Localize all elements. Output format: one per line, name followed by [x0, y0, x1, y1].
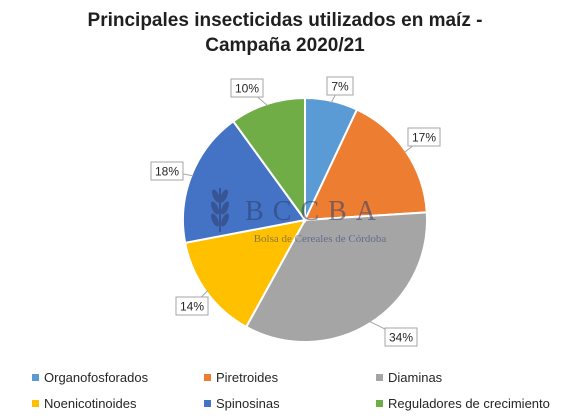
- data-labels: 7% 17% 34% 14% 18% 10%: [150, 76, 441, 347]
- pie-slice-reguladores: [231, 96, 306, 224]
- chart-title: Principales insecticidas utilizados en m…: [0, 8, 570, 58]
- data-label-box: [326, 76, 354, 96]
- wheat-icon: [210, 188, 230, 232]
- data-label: 14%: [180, 300, 204, 314]
- data-label-box: [384, 327, 418, 347]
- data-label: 7%: [331, 80, 349, 94]
- data-label-box: [150, 161, 184, 181]
- data-label-box: [407, 127, 441, 147]
- data-label: 18%: [155, 165, 179, 179]
- chart-title-line-2: Campaña 2020/21: [205, 35, 365, 56]
- data-label: 17%: [412, 131, 436, 145]
- data-label: 34%: [389, 331, 413, 345]
- watermark-logo-text: BCCBA: [245, 196, 385, 227]
- data-label-box: [175, 296, 209, 316]
- watermark-subtitle: Bolsa de Cereales de Córdoba: [254, 233, 387, 245]
- chart-title-line-1: Principales insecticidas utilizados en m…: [87, 10, 483, 31]
- watermark-logo: BCCBA Bolsa de Cereales de Córdoba: [210, 188, 387, 245]
- data-label: 10%: [235, 82, 259, 96]
- data-label-box: [230, 78, 264, 98]
